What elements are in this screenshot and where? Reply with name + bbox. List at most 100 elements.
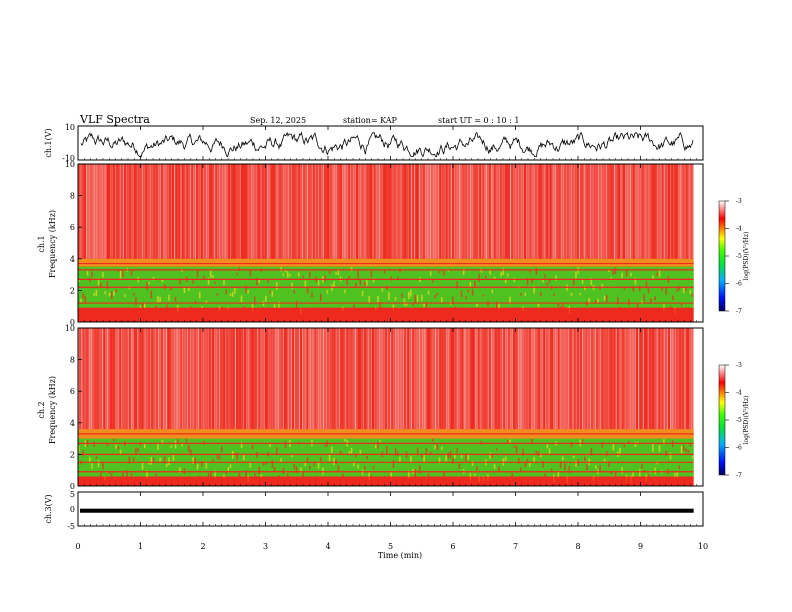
ch1-spectrogram-streak [372, 164, 374, 259]
ch2-spectrogram-streak [604, 328, 606, 430]
ch1-spectrogram-streak [522, 164, 524, 259]
ch2-spectrogram-streak [546, 328, 548, 430]
ch1-spectrogram-streak [492, 164, 494, 259]
ch2-spectrogram-streak [193, 328, 195, 430]
ch1-spectrogram-streak [254, 164, 256, 259]
ch2-spectrogram-streak [244, 328, 246, 430]
ch1-spectrogram-streak [257, 164, 259, 259]
ch1-spectrogram-streak [244, 164, 246, 259]
ch2-spectrogram-speckle [601, 442, 604, 448]
ch2-spectrogram-streak [266, 328, 268, 430]
ch1-spectrogram-streak [129, 164, 131, 259]
ch1-spectrogram-streak [183, 164, 185, 259]
ch2-spectrogram-speckle [223, 474, 225, 479]
ch2-spectrogram-streak [196, 328, 198, 430]
ch2-spectrogram-speckle [126, 470, 128, 478]
ch1-spectrogram-streak [364, 164, 366, 259]
ch2-spectrogram-streak [183, 328, 185, 430]
ch2-spectrogram-streak [310, 328, 312, 430]
ch2-spectrogram-streak [313, 328, 315, 430]
ch2-spectrogram-speckle [106, 443, 109, 447]
ch1-spectrogram-speckle [562, 302, 564, 310]
ch2-spectrogram-speckle [568, 466, 571, 473]
ch2-spectrogram-streak [140, 328, 142, 430]
ch2-spectrogram-speckle [324, 444, 326, 447]
ch2-spectrogram-speckle [603, 458, 606, 462]
ch1-spectrogram-streak [438, 164, 440, 259]
ch2-spectrogram-speckle [443, 472, 445, 479]
ch2-spectrogram-streak [239, 328, 241, 430]
ch2-spectrogram-speckle [375, 444, 377, 449]
ch1-spectrogram-streak [641, 164, 643, 259]
ch2-colorbar-tick-label: -7 [736, 472, 742, 479]
ch1-spectrogram-speckle [623, 286, 626, 290]
ch2-spectrogram-streak [104, 328, 105, 429]
ch1-colorbar-label: log(PSD)(V²/Hz) [743, 232, 750, 281]
ch2-spectrogram-speckle [115, 444, 117, 449]
ch1-spectrogram-streak [670, 164, 672, 259]
ch1-spectrogram-streak [657, 164, 659, 259]
ch2-spectrogram-streak [334, 328, 336, 430]
ch2-spectrogram-speckle [614, 471, 617, 480]
ch1-spectrogram-streak [322, 164, 324, 259]
ch2-spectrogram-speckle [533, 456, 535, 464]
ch2-spectrogram-streak [673, 328, 675, 430]
ch1-spectrogram-speckle [258, 279, 260, 283]
ch1-spectrogram-streak [202, 164, 204, 259]
ch1-spectrogram-streak [225, 164, 227, 259]
ch2-spectrogram-streak [449, 328, 451, 430]
ch2-spectrogram-streak [410, 328, 412, 430]
ch1-spectrogram-streak [265, 164, 267, 259]
ch2-spectrogram-streak [297, 328, 299, 430]
ch1-spectrogram-streak [511, 164, 513, 259]
ch1-spectrogram-speckle [482, 294, 485, 297]
ch2-spectrogram-streak [212, 328, 213, 429]
ch2-spectrogram-speckle [357, 464, 359, 469]
ch1-spectrogram-streak [588, 164, 590, 259]
ch2-spectrogram-streak [194, 328, 196, 430]
ch1-spectrogram-ytick-label: 0 [70, 318, 75, 327]
ch2-spectrogram-ytick-label: 10 [65, 324, 75, 333]
ch2-spectrogram-streak [674, 328, 676, 430]
ch2-spectrogram-streak [466, 328, 468, 430]
ch2-spectrogram-speckle [537, 450, 540, 456]
ch2-spectrogram-speckle [276, 447, 278, 456]
ch1-spectrogram-streak [211, 164, 212, 259]
ch2-spectrogram-speckle [284, 441, 287, 449]
ch2-spectrogram-speckle [678, 465, 681, 470]
ch2-spectrogram-streak [399, 328, 401, 430]
ch1-spectrogram-streak [473, 164, 475, 259]
ch2-spectrogram-streak [611, 328, 612, 429]
ch2-spectrogram-streak [479, 328, 481, 430]
ch1-spectrogram-speckle [267, 279, 269, 284]
ch1-spectrogram-speckle [588, 298, 590, 304]
ch2-spectrogram-streak [394, 328, 396, 430]
ch2-spectrogram-streak [612, 328, 614, 430]
ch2-spectrogram-speckle [599, 465, 601, 472]
ch2-spectrogram-streak [594, 328, 596, 430]
ch1-spectrogram-streak [486, 164, 488, 259]
ch2-spectrogram-speckle [280, 457, 282, 463]
ch2-spectrogram-speckle [271, 459, 274, 468]
ch1-spectrogram-streak [295, 164, 297, 259]
ch1-spectrogram-speckle [124, 294, 126, 297]
ch2-spectrogram-streak [143, 328, 145, 430]
ch1-spectrogram-streak [234, 164, 236, 259]
ch1-spectrogram-speckle [86, 270, 89, 276]
ch2-colorbar-label: log(PSD)(V²/Hz) [743, 396, 750, 445]
ch2-spectrogram-streak [177, 328, 179, 430]
ch1-spectrogram-speckle [203, 275, 205, 279]
ch2-spectrogram-streak [617, 328, 619, 430]
ch1-spectrogram-speckle [287, 271, 289, 278]
ch1-spectrogram-ytick-label: 8 [70, 192, 75, 201]
ch3-waveform-panel: 5 0 -5 ch.3(V) [44, 490, 704, 531]
ch2-spectrogram-streak [625, 328, 627, 430]
ch2-spectrogram-streak [572, 328, 574, 430]
ch1-spectrogram-streak [503, 164, 505, 259]
ch2-spectrogram-speckle [474, 473, 476, 476]
ch1-spectrogram-speckle [159, 297, 161, 302]
ch1-spectrogram-streak [206, 164, 208, 259]
ch1-spectrogram-streak [414, 164, 416, 259]
ch2-spectrogram-streak [527, 328, 529, 430]
ch2-spectrogram-speckle [82, 450, 84, 457]
